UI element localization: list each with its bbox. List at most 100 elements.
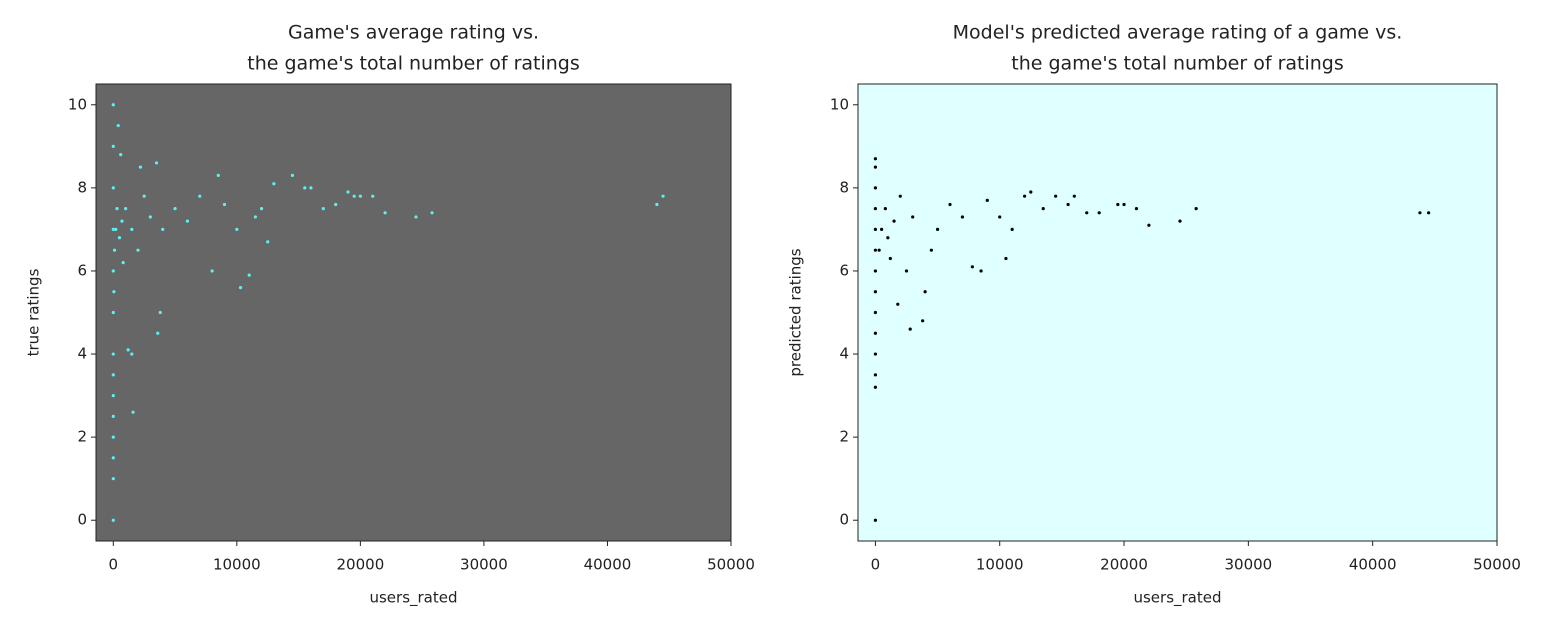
point	[1085, 211, 1089, 215]
point	[303, 186, 307, 190]
y-tick-label: 6	[839, 261, 849, 279]
x-tick-label: 50000	[1473, 556, 1521, 574]
point	[923, 290, 927, 294]
point	[873, 331, 878, 335]
point	[148, 215, 152, 219]
point	[266, 240, 270, 244]
point	[210, 269, 214, 273]
point	[253, 215, 257, 219]
point	[130, 227, 134, 232]
point	[158, 310, 162, 315]
x-axis-label: users_rated	[1133, 589, 1221, 608]
point	[156, 331, 160, 335]
point	[352, 194, 356, 198]
x-tick-label: 20000	[1100, 556, 1148, 574]
x-tick-label: 0	[109, 556, 119, 574]
point	[873, 186, 878, 190]
plot-area	[858, 84, 1497, 541]
point	[124, 207, 128, 211]
point	[138, 165, 143, 169]
point	[908, 327, 912, 331]
point	[873, 157, 878, 161]
point	[120, 219, 124, 223]
x-tick-label: 20000	[337, 556, 385, 574]
x-axis-label: users_rated	[369, 589, 457, 608]
point	[1072, 194, 1076, 198]
x-tick-label: 30000	[460, 556, 508, 574]
x-tick-label: 10000	[213, 556, 261, 574]
point	[655, 202, 659, 207]
point	[111, 186, 115, 190]
point	[1022, 194, 1027, 198]
point	[883, 207, 887, 211]
point	[222, 202, 227, 207]
point	[873, 227, 878, 232]
point	[119, 153, 123, 157]
x-tick-label: 10000	[976, 556, 1024, 574]
point	[985, 198, 989, 202]
point	[873, 248, 878, 252]
point	[185, 219, 190, 223]
point	[414, 215, 418, 219]
y-tick-label: 4	[839, 345, 849, 363]
y-tick-label: 0	[77, 511, 87, 529]
plot-frame	[857, 83, 1498, 542]
point	[1178, 219, 1182, 223]
point	[886, 236, 890, 240]
y-tick-label: 10	[830, 95, 849, 113]
y-tick-label: 2	[77, 428, 87, 446]
point	[1097, 211, 1101, 215]
y-tick-label: 4	[77, 345, 87, 363]
point	[358, 194, 362, 198]
point	[130, 352, 134, 356]
x-tick-label: 0	[871, 556, 881, 574]
point	[235, 227, 239, 232]
chart-title: the game's total number of ratings	[1011, 53, 1344, 75]
point	[111, 352, 115, 356]
point	[430, 211, 434, 215]
point	[921, 319, 925, 323]
y-tick-label: 10	[68, 95, 87, 113]
point	[1010, 227, 1014, 232]
x-tick-label: 30000	[1225, 556, 1273, 574]
point	[911, 215, 915, 219]
point	[873, 373, 878, 377]
y-tick-label: 6	[77, 261, 87, 279]
point	[661, 194, 665, 198]
point	[346, 190, 350, 194]
point	[904, 269, 909, 273]
point	[1194, 207, 1198, 211]
point	[111, 435, 115, 439]
point	[873, 207, 878, 211]
point	[111, 456, 115, 460]
point	[873, 269, 878, 273]
point	[371, 194, 375, 198]
point	[238, 285, 243, 290]
point	[873, 310, 878, 315]
y-axis-label: predicted ratings	[787, 248, 805, 376]
point	[873, 385, 878, 389]
point	[126, 348, 130, 352]
point	[216, 173, 220, 177]
point	[116, 123, 120, 128]
point	[111, 144, 115, 148]
point	[112, 248, 117, 252]
y-axis-label: true ratings	[25, 268, 43, 356]
point	[948, 202, 952, 207]
y-tick-label: 8	[77, 178, 87, 196]
point	[111, 103, 115, 107]
point	[1054, 194, 1058, 198]
point	[142, 194, 146, 198]
point	[1004, 256, 1008, 261]
point	[873, 518, 878, 522]
chart-title: Game's average rating vs.	[288, 22, 539, 44]
point	[935, 227, 940, 232]
point	[309, 186, 313, 190]
point	[1041, 207, 1045, 211]
point	[154, 161, 159, 165]
point	[161, 227, 165, 232]
point	[272, 182, 276, 186]
point	[1066, 202, 1070, 207]
point	[929, 248, 933, 252]
